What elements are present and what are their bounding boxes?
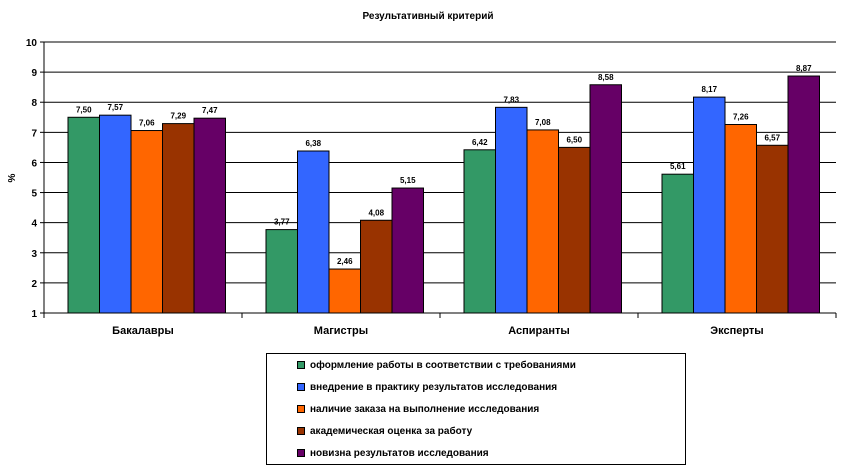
y-tick-label: 9: [31, 68, 37, 79]
data-label: 7,26: [733, 113, 749, 122]
legend-label: новизна результатов исследования: [310, 447, 489, 459]
legend-label: наличие заказа на выполнение исследовани…: [310, 403, 540, 415]
bars: [67, 75, 820, 314]
data-label: 2,46: [337, 257, 353, 266]
legend-label: академическая оценка за работу: [310, 425, 473, 437]
bar: [67, 116, 100, 314]
bar: [463, 149, 496, 314]
y-tick-label: 4: [31, 219, 37, 230]
y-tick-label: 6: [31, 158, 37, 169]
bar: [360, 219, 393, 314]
data-label: 3,77: [274, 218, 290, 227]
bar: [297, 150, 330, 314]
y-axis-label: %: [7, 173, 18, 182]
legend-item: оформление работы в соответствии с требо…: [297, 358, 576, 372]
y-tick-label: 10: [26, 38, 38, 49]
data-label: 8,17: [701, 85, 717, 94]
bar: [328, 268, 361, 314]
y-tick-label: 2: [31, 279, 37, 290]
bar: [787, 75, 820, 314]
bar: [265, 229, 298, 314]
bar: [661, 173, 694, 314]
y-tick-label: 3: [31, 249, 37, 260]
data-label: 4,08: [368, 208, 384, 217]
legend-swatch: [297, 383, 305, 391]
legend-item: новизна результатов исследования: [297, 446, 489, 460]
data-label: 5,61: [670, 162, 686, 171]
y-tick-label: 7: [31, 128, 37, 139]
x-tick-label: Аспиранты: [508, 325, 570, 337]
data-label: 7,50: [76, 105, 92, 114]
bar: [130, 130, 163, 314]
bar: [693, 96, 726, 314]
bar: [526, 129, 559, 314]
y-tick-label: 1: [31, 309, 37, 320]
data-label: 5,15: [400, 176, 416, 185]
axes: 1 2 3 4 5 6 7 8 9 10 Бакалавры Магистры Аспиранты Экс…: [26, 38, 837, 337]
data-label: 7,29: [170, 112, 186, 121]
bar: [193, 117, 226, 314]
data-label: 7,08: [535, 118, 551, 127]
data-label: 6,38: [305, 139, 321, 148]
legend-swatch: [297, 405, 305, 413]
y-tick-label: 8: [31, 98, 37, 109]
data-label: 6,50: [566, 135, 582, 144]
bar: [558, 146, 591, 314]
legend-swatch: [297, 427, 305, 435]
data-label: 7,83: [503, 95, 519, 104]
bar: [756, 144, 789, 314]
data-label: 6,57: [764, 133, 780, 142]
legend-swatch: [297, 449, 305, 457]
data-label: 7,57: [107, 103, 123, 112]
data-label: 8,87: [796, 64, 812, 73]
legend-item: внедрение в практику результатов исследо…: [297, 380, 557, 394]
bar: [495, 106, 528, 314]
data-label: 7,47: [202, 106, 218, 115]
data-label: 8,58: [598, 73, 614, 82]
legend-label: внедрение в практику результатов исследо…: [310, 381, 558, 393]
bar: [391, 187, 424, 314]
x-tick-label: Эксперты: [710, 325, 763, 337]
legend-item: академическая оценка за работу: [297, 424, 472, 438]
bar: [724, 124, 757, 314]
data-label: 6,42: [472, 138, 488, 147]
bar: [162, 123, 195, 314]
bar: [589, 84, 622, 314]
bar: [99, 114, 132, 314]
data-label: 7,06: [139, 119, 155, 128]
legend: оформление работы в соответствии с требо…: [266, 353, 686, 465]
y-tick-label: 5: [31, 189, 37, 200]
chart-title: Результативный критерий: [362, 11, 493, 22]
x-tick-label: Бакалавры: [112, 325, 174, 337]
legend-item: наличие заказа на выполнение исследовани…: [297, 402, 539, 416]
legend-swatch: [297, 361, 305, 369]
legend-label: оформление работы в соответствии с требо…: [310, 359, 576, 371]
bar-chart: Результативный критерий % 1 2 3 4 5 6 7 8 9 10 Бак…: [7, 11, 837, 337]
data-labels: 7,50 7,57 7,06 7,29 7,47 3,77 6,38 2,46 4,08 5,15…: [76, 64, 812, 266]
x-tick-label: Магистры: [314, 325, 368, 337]
